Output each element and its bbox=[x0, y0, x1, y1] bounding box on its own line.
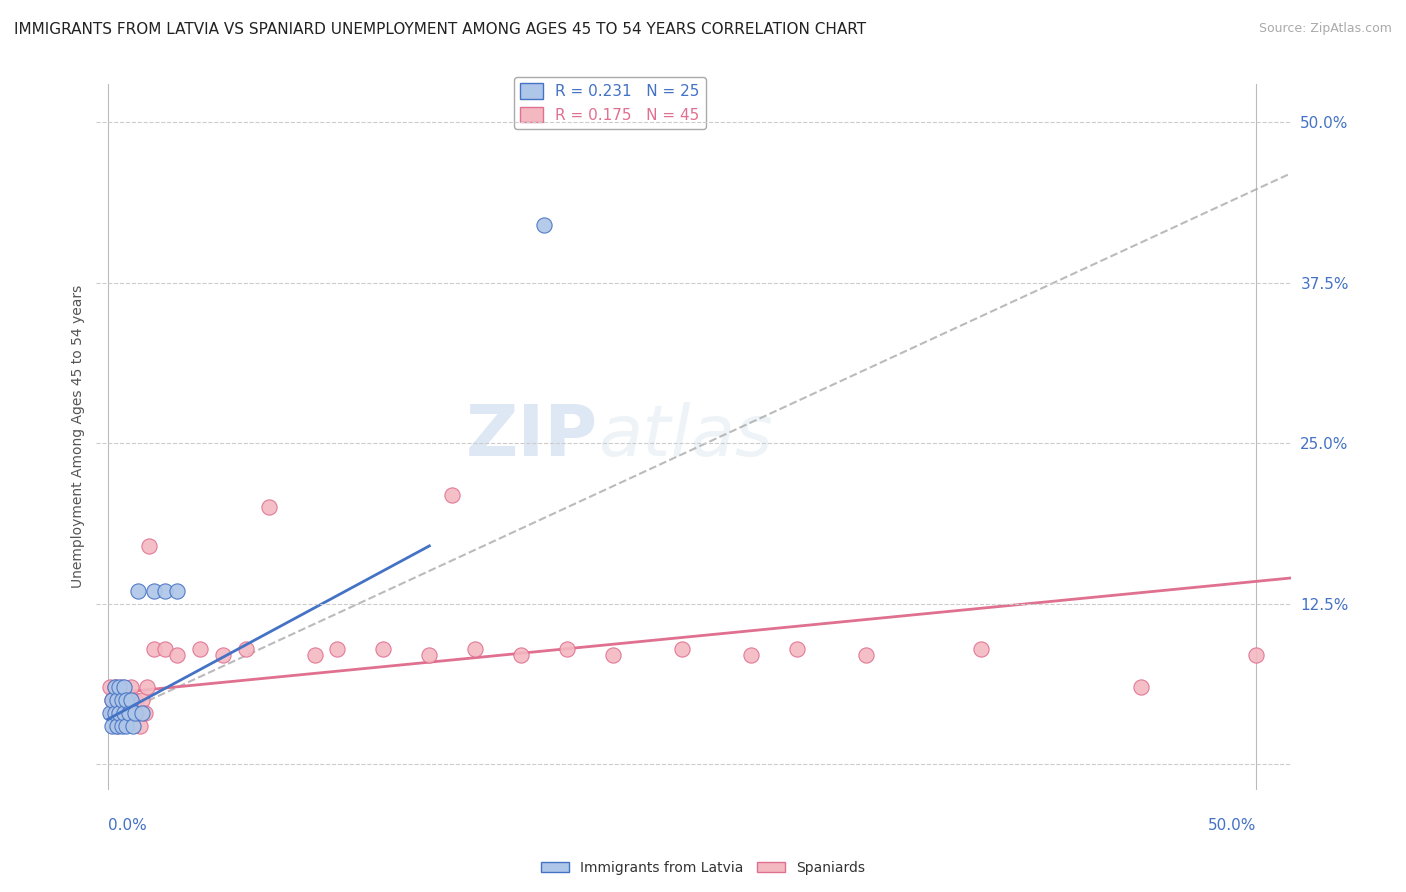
Text: ZIP: ZIP bbox=[465, 402, 598, 471]
Point bbox=[138, 539, 160, 553]
Text: 0.0%: 0.0% bbox=[108, 818, 146, 833]
Point bbox=[98, 706, 121, 720]
Point bbox=[166, 583, 188, 598]
Point bbox=[533, 218, 555, 232]
Point bbox=[105, 719, 128, 733]
Point bbox=[117, 706, 139, 720]
Point bbox=[188, 641, 211, 656]
Point bbox=[555, 641, 578, 656]
Point bbox=[98, 680, 121, 694]
Point bbox=[326, 641, 349, 656]
Point bbox=[110, 693, 132, 707]
Text: Source: ZipAtlas.com: Source: ZipAtlas.com bbox=[1258, 22, 1392, 36]
Point bbox=[304, 648, 326, 662]
Point bbox=[101, 719, 124, 733]
Text: 50.0%: 50.0% bbox=[1208, 818, 1256, 833]
Point bbox=[135, 680, 157, 694]
Point bbox=[166, 648, 188, 662]
Point bbox=[124, 706, 146, 720]
Point bbox=[441, 487, 464, 501]
Point bbox=[104, 706, 127, 720]
Point bbox=[101, 693, 124, 707]
Point bbox=[1244, 648, 1267, 662]
Point bbox=[129, 719, 152, 733]
Point bbox=[257, 500, 280, 515]
Point bbox=[104, 680, 127, 694]
Point bbox=[127, 706, 149, 720]
Text: atlas: atlas bbox=[598, 402, 772, 471]
Point bbox=[110, 719, 132, 733]
Point bbox=[112, 706, 135, 720]
Point bbox=[105, 693, 128, 707]
Point bbox=[602, 648, 624, 662]
Point bbox=[108, 706, 131, 720]
Point bbox=[142, 641, 165, 656]
Point bbox=[120, 693, 142, 707]
Point bbox=[115, 719, 138, 733]
Point bbox=[134, 706, 156, 720]
Point bbox=[1130, 680, 1153, 694]
Point bbox=[510, 648, 533, 662]
Legend: Immigrants from Latvia, Spaniards: Immigrants from Latvia, Spaniards bbox=[536, 855, 870, 880]
Legend: R = 0.231   N = 25, R = 0.175   N = 45: R = 0.231 N = 25, R = 0.175 N = 45 bbox=[515, 77, 706, 128]
Point bbox=[127, 583, 149, 598]
Point bbox=[211, 648, 233, 662]
Point bbox=[122, 719, 145, 733]
Point bbox=[131, 706, 153, 720]
Point bbox=[969, 641, 991, 656]
Point bbox=[101, 706, 124, 720]
Point bbox=[104, 706, 127, 720]
Point bbox=[855, 648, 877, 662]
Point bbox=[671, 641, 693, 656]
Point bbox=[235, 641, 257, 656]
Point bbox=[105, 693, 128, 707]
Point bbox=[740, 648, 762, 662]
Point bbox=[104, 680, 127, 694]
Point bbox=[373, 641, 395, 656]
Point bbox=[142, 583, 165, 598]
Point bbox=[108, 680, 131, 694]
Point bbox=[155, 583, 177, 598]
Point bbox=[108, 706, 131, 720]
Point bbox=[101, 693, 124, 707]
Point bbox=[120, 680, 142, 694]
Point bbox=[418, 648, 440, 662]
Point bbox=[110, 680, 132, 694]
Point bbox=[155, 641, 177, 656]
Point bbox=[464, 641, 486, 656]
Point bbox=[131, 693, 153, 707]
Text: IMMIGRANTS FROM LATVIA VS SPANIARD UNEMPLOYMENT AMONG AGES 45 TO 54 YEARS CORREL: IMMIGRANTS FROM LATVIA VS SPANIARD UNEMP… bbox=[14, 22, 866, 37]
Point bbox=[115, 693, 138, 707]
Point bbox=[105, 719, 128, 733]
Point bbox=[108, 693, 131, 707]
Point bbox=[122, 706, 145, 720]
Y-axis label: Unemployment Among Ages 45 to 54 years: Unemployment Among Ages 45 to 54 years bbox=[72, 285, 86, 589]
Point bbox=[786, 641, 808, 656]
Point bbox=[124, 693, 146, 707]
Point bbox=[115, 693, 138, 707]
Point bbox=[112, 706, 135, 720]
Point bbox=[117, 706, 139, 720]
Point bbox=[112, 680, 135, 694]
